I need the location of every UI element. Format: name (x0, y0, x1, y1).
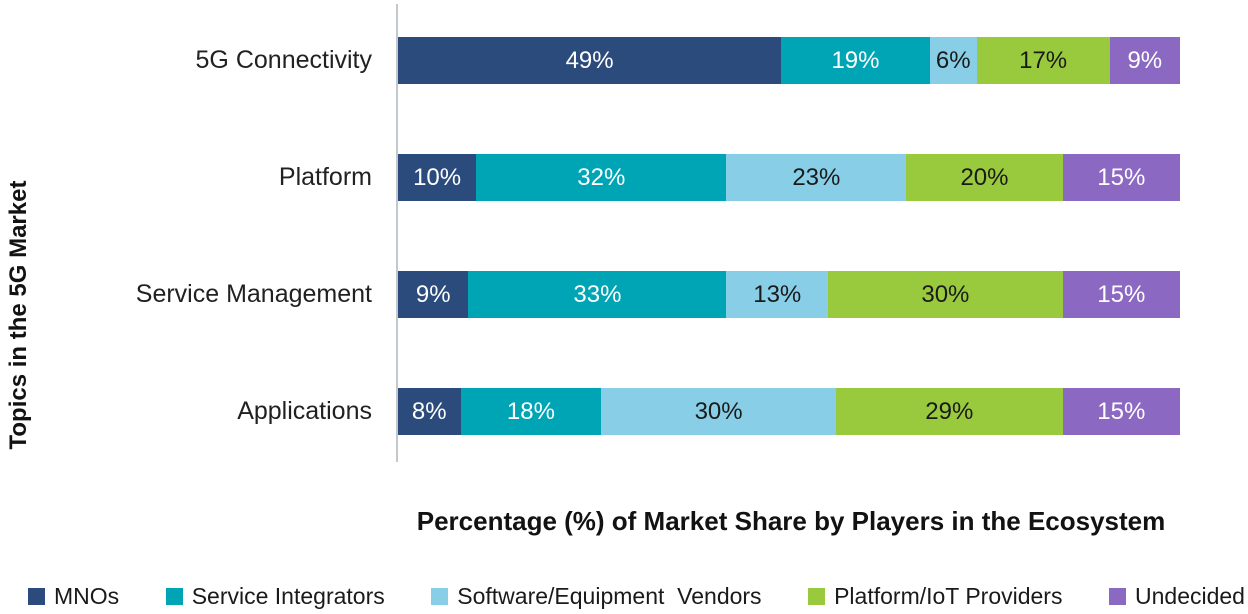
segment-value-label: 33% (573, 280, 622, 308)
category-label: 5G Connectivity (195, 46, 372, 74)
bar-track: 49% 19% 6% 17% 9% (398, 37, 1180, 84)
bar-segment: 9% (398, 271, 469, 318)
bar-segment: 17% (976, 37, 1110, 84)
bar-row: Platform 10% 32% 23% 20% 15% (0, 119, 1248, 236)
legend-item: Undecided (1109, 583, 1245, 610)
bar-segment: 19% (781, 37, 930, 84)
bar-track: 10% 32% 23% 20% 15% (398, 154, 1180, 201)
bar-segment: 30% (601, 388, 836, 435)
legend-swatch (431, 588, 449, 605)
plot-area: 5G Connectivity 49% 19% 6% 17% 9% Platform 10% 3… (0, 2, 1248, 470)
segment-value-label: 10% (413, 163, 462, 191)
legend-item: Software/Equipment Vendors (431, 583, 762, 610)
segment-value-label: 9% (415, 280, 451, 308)
bar-segment: 32% (476, 154, 727, 201)
legend-item: Service Integrators (165, 583, 385, 610)
segment-value-label: 17% (1019, 46, 1068, 74)
legend-label: Platform/IoT Providers (834, 583, 1063, 609)
bar-segment: 23% (726, 154, 907, 201)
legend-label: Service Integrators (191, 583, 385, 609)
segment-value-label: 32% (577, 163, 626, 191)
legend-swatch (28, 588, 45, 605)
bar-segment: 10% (398, 154, 477, 201)
bar-segment: 20% (906, 154, 1063, 201)
segment-value-label: 9% (1127, 46, 1163, 74)
x-axis-title: Percentage (%) of Market Share by Player… (416, 506, 1166, 536)
bar-segment: 49% (398, 37, 782, 84)
bar-segment: 9% (1109, 37, 1180, 84)
legend-swatch (1109, 588, 1126, 605)
y-axis-line (396, 4, 398, 462)
segment-value-label: 20% (960, 163, 1009, 191)
bar-row: Applications 8% 18% 30% 29% 15% (0, 353, 1248, 470)
segment-value-label: 15% (1097, 163, 1146, 191)
legend-label: MNOs (54, 583, 120, 609)
bar-track: 8% 18% 30% 29% 15% (398, 388, 1180, 435)
category-label: Applications (237, 397, 372, 425)
bar-segment: 18% (460, 388, 602, 435)
bar-row: 5G Connectivity 49% 19% 6% 17% 9% (0, 2, 1248, 119)
bar-segment: 8% (398, 388, 461, 435)
segment-value-label: 23% (792, 163, 841, 191)
bar-row: Service Management 9% 33% 13% 30% 15% (0, 236, 1248, 353)
bar-segment: 13% (726, 271, 829, 318)
category-label: Platform (278, 163, 372, 191)
segment-value-label: 30% (921, 280, 970, 308)
legend-item: Platform/IoT Providers (808, 583, 1062, 610)
segment-value-label: 49% (565, 46, 614, 74)
segment-value-label: 19% (831, 46, 880, 74)
segment-value-label: 15% (1097, 397, 1146, 425)
legend-swatch (165, 588, 183, 605)
segment-value-label: 30% (694, 397, 743, 425)
bar-segment: 15% (1062, 271, 1180, 318)
bar-segment: 15% (1062, 154, 1180, 201)
bar-segment: 30% (828, 271, 1063, 318)
segment-value-label: 29% (925, 397, 974, 425)
category-label: Service Management (135, 280, 372, 308)
segment-value-label: 6% (935, 46, 971, 74)
legend-label: Software/Equipment Vendors (457, 583, 762, 609)
segment-value-label: 18% (506, 397, 555, 425)
bar-segment: 6% (929, 37, 977, 84)
legend: MNOs Service Integrators Software/Equipmen… (28, 583, 1245, 610)
segment-value-label: 13% (753, 280, 802, 308)
legend-label: Undecided (1135, 583, 1245, 609)
legend-swatch (808, 588, 826, 605)
legend-item: MNOs (28, 583, 119, 610)
segment-value-label: 8% (411, 397, 447, 425)
bar-segment: 15% (1062, 388, 1180, 435)
segment-value-label: 15% (1097, 280, 1146, 308)
bar-segment: 33% (468, 271, 727, 318)
bar-segment: 29% (835, 388, 1063, 435)
bar-track: 9% 33% 13% 30% 15% (398, 271, 1180, 318)
